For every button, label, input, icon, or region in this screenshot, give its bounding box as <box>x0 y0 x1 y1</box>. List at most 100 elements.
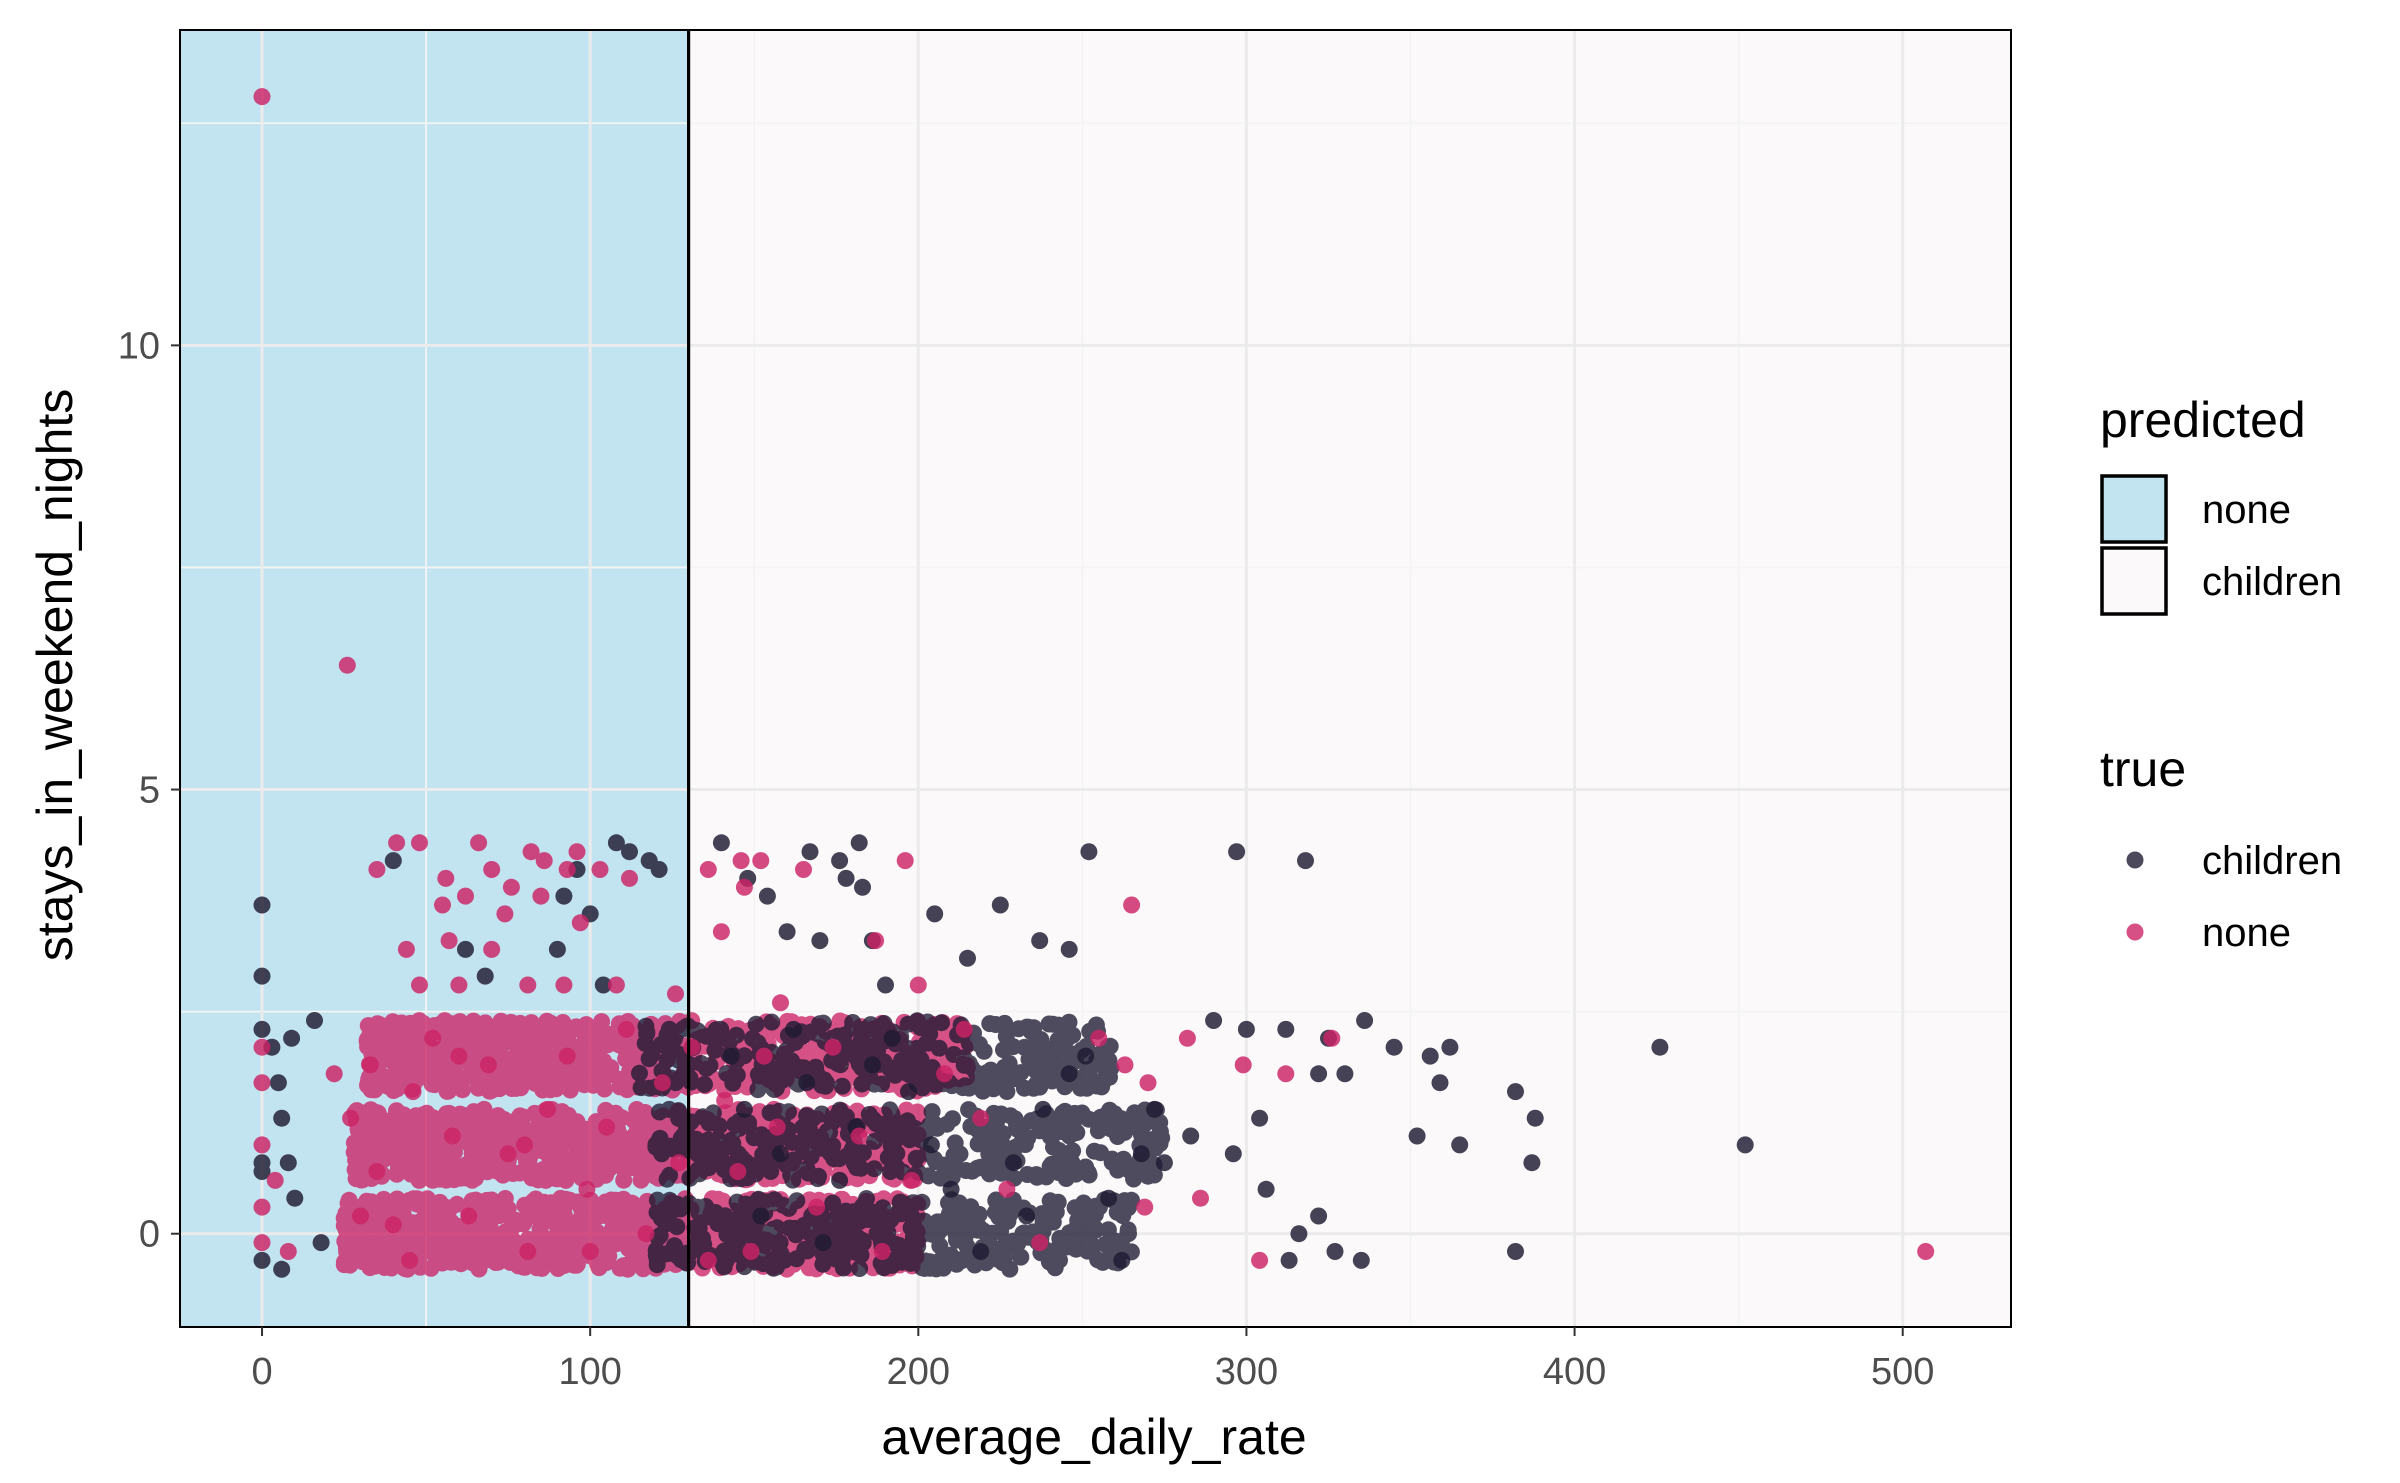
y-tick-label: 10 <box>118 325 160 367</box>
point-none <box>443 1127 461 1145</box>
point-children <box>764 1192 782 1209</box>
point-none <box>729 1163 747 1180</box>
point-none <box>896 852 914 870</box>
legend-title-predicted: predicted <box>2100 392 2306 448</box>
point-children <box>928 1119 946 1137</box>
point-children <box>798 1074 816 1092</box>
point-none <box>476 1032 494 1050</box>
point-children <box>982 1061 1000 1079</box>
point-none <box>522 843 540 861</box>
point-children <box>715 1161 733 1179</box>
point-none <box>588 1224 606 1241</box>
point-none <box>538 1035 556 1053</box>
point-children <box>833 1077 851 1095</box>
point-children <box>1526 1109 1544 1127</box>
point-children <box>1007 1114 1025 1132</box>
point-children <box>1310 1207 1328 1225</box>
point-children <box>1408 1127 1426 1145</box>
point-none <box>391 1116 409 1134</box>
point-children <box>662 1193 680 1211</box>
point-children <box>758 887 776 905</box>
point-children <box>1326 1243 1344 1260</box>
point-none <box>440 932 458 950</box>
point-none <box>404 1214 421 1232</box>
point-none <box>253 88 271 106</box>
point-none <box>450 1047 468 1065</box>
point-none <box>421 1146 439 1164</box>
point-none <box>342 1222 360 1240</box>
point-children <box>669 1102 687 1120</box>
point-none <box>571 914 589 932</box>
point-children <box>1108 1203 1126 1221</box>
point-none <box>374 1031 391 1049</box>
point-none <box>1192 1189 1209 1207</box>
point-children <box>1048 1156 1066 1174</box>
point-children <box>810 1167 827 1185</box>
point-none <box>370 1201 388 1219</box>
legend-key-children <box>2100 546 2168 616</box>
point-children <box>1050 1142 1068 1159</box>
point-children <box>253 967 271 985</box>
point-none <box>568 843 586 861</box>
point-none <box>1323 1029 1341 1047</box>
point-children <box>638 1025 656 1043</box>
point-children <box>1038 1052 1055 1069</box>
x-tick-label: 300 <box>1215 1351 1278 1393</box>
point-none <box>538 1012 556 1030</box>
point-none <box>399 1135 417 1153</box>
point-children <box>1087 1221 1104 1239</box>
point-children <box>1005 1154 1022 1172</box>
point-none <box>551 1213 569 1231</box>
point-children <box>1151 1123 1169 1140</box>
point-children <box>1010 1020 1028 1038</box>
point-none <box>581 1243 599 1260</box>
point-children <box>253 1020 271 1038</box>
point-none <box>873 1243 891 1260</box>
point-none <box>476 1014 494 1032</box>
point-none <box>470 1133 488 1151</box>
point-none <box>424 1075 442 1093</box>
point-none <box>411 834 428 852</box>
point-none <box>558 1047 576 1065</box>
point-children <box>712 834 730 852</box>
point-children <box>1080 843 1098 861</box>
point-children <box>657 1031 675 1049</box>
panel-outline <box>179 29 2012 1328</box>
point-children <box>1507 1243 1524 1260</box>
point-children <box>672 1129 690 1147</box>
point-children <box>783 1034 801 1052</box>
x-tick-label: 100 <box>558 1351 621 1393</box>
point-children <box>1507 1083 1524 1101</box>
point-children <box>1008 1066 1026 1084</box>
point-children <box>716 1207 734 1225</box>
point-none <box>352 1125 370 1143</box>
point-none <box>392 1066 409 1084</box>
point-children <box>1132 1145 1150 1163</box>
point-none <box>1031 1234 1049 1252</box>
point-none <box>617 1020 635 1038</box>
series-none <box>253 88 1935 1269</box>
point-children <box>1297 852 1314 870</box>
point-children <box>700 1113 718 1131</box>
point-children <box>923 1103 941 1121</box>
point-children <box>996 1014 1014 1032</box>
point-none <box>1136 1198 1154 1216</box>
x-axis-title: average_daily_rate <box>881 1409 1306 1465</box>
point-children <box>845 1154 863 1172</box>
point-none <box>717 1104 735 1122</box>
point-children <box>888 1145 906 1162</box>
point-none <box>699 861 717 878</box>
point-children <box>851 1260 869 1277</box>
point-children <box>1067 1107 1084 1125</box>
point-none <box>437 1171 455 1189</box>
point-children <box>750 1190 767 1208</box>
point-none <box>603 1225 621 1243</box>
point-children <box>1081 1235 1099 1253</box>
point-none <box>625 1251 643 1269</box>
point-children <box>858 1190 875 1208</box>
point-children <box>854 878 871 896</box>
point-children <box>1155 1154 1173 1172</box>
point-none <box>450 976 468 994</box>
point-children <box>1290 1225 1308 1243</box>
point-children <box>1205 1012 1223 1029</box>
